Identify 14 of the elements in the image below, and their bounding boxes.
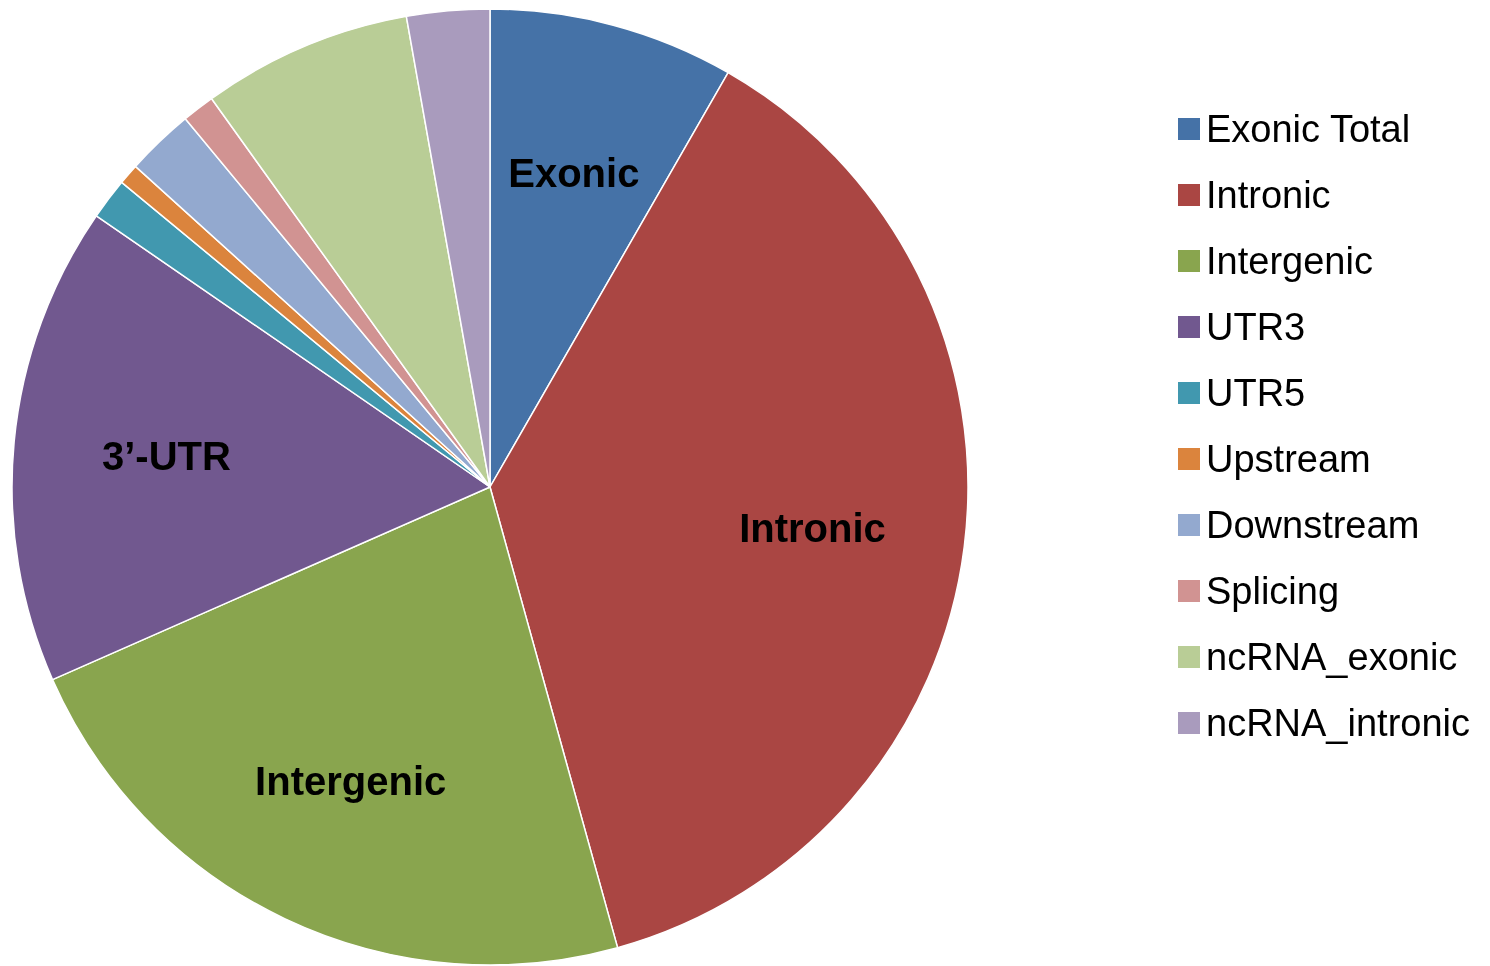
- legend-label: Upstream: [1206, 438, 1371, 480]
- text: Intergenic: [255, 758, 447, 803]
- legend-label: UTR3: [1206, 306, 1306, 348]
- legend-label: Downstream: [1206, 504, 1420, 546]
- legend-label: Intronic: [1206, 174, 1331, 216]
- legend-label: Splicing: [1206, 570, 1340, 612]
- text: 3’-UTR: [101, 434, 231, 479]
- legend-label: ncRNA_intronic: [1206, 702, 1470, 744]
- legend-label: Intergenic: [1206, 240, 1373, 282]
- text: Exonic: [508, 150, 640, 195]
- legend-label: Exonic Total: [1206, 108, 1411, 150]
- text: Intronic: [739, 505, 886, 550]
- legend-label: UTR5: [1206, 372, 1306, 414]
- legend-label: ncRNA_exonic: [1206, 636, 1458, 678]
